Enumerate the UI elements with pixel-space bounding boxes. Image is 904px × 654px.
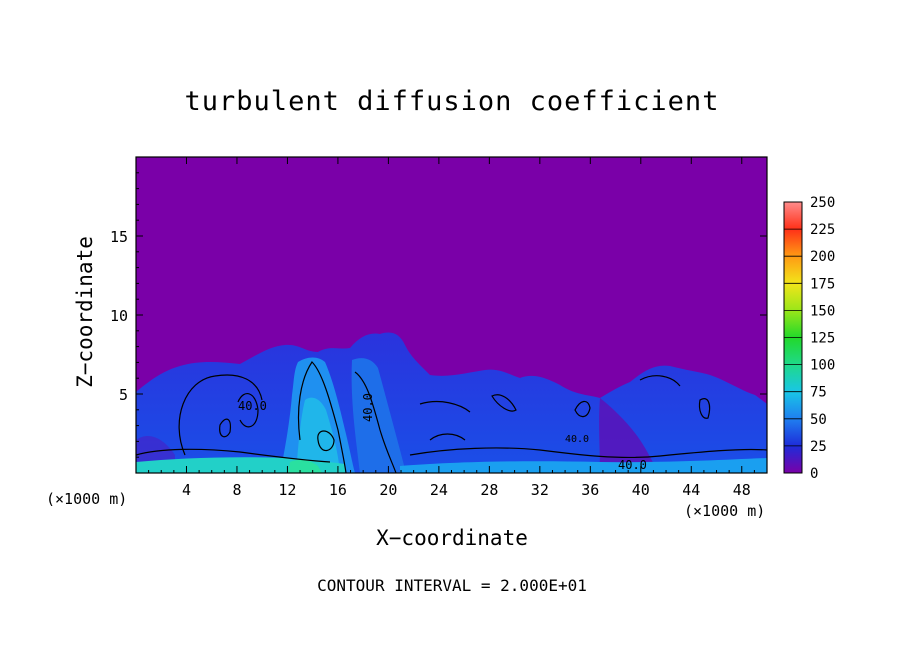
contour-line — [419, 400, 471, 413]
colorbar-tick-label: 0 — [810, 466, 818, 482]
contour-interval-note: CONTOUR INTERVAL = 2.000E+01 — [317, 576, 587, 595]
contour-lines — [136, 361, 767, 473]
colorbar-ticks: 0 25 50 75 100 125 150 175 200 225 250 — [784, 195, 835, 482]
x-axis-label: X−coordinate — [376, 526, 528, 550]
colorbar-tick-label: 75 — [810, 385, 827, 401]
y-axis-label: Z−coordinate — [73, 236, 97, 388]
x-tick-label: 20 — [379, 481, 397, 499]
x-axis: 4 8 12 16 20 24 28 32 36 40 44 48 — [148, 157, 755, 499]
x-tick-label: 28 — [480, 481, 498, 499]
contour-line — [178, 374, 263, 456]
contour-line — [429, 433, 466, 441]
x-tick-label: 24 — [430, 481, 448, 499]
x-tick-label: 40 — [632, 481, 650, 499]
colorbar-tick-label: 175 — [810, 276, 835, 292]
contour-label: 40.0 — [361, 393, 375, 422]
hot-spot — [288, 459, 322, 473]
x-unit-right: (×1000 m) — [684, 502, 766, 520]
colorbar-tick-label: 25 — [810, 439, 827, 455]
colorbar-tick-label: 100 — [810, 358, 835, 374]
colorbar-tick-label: 200 — [810, 249, 835, 265]
colorbar-tick-label: 225 — [810, 222, 835, 238]
x-tick-label: 32 — [531, 481, 549, 499]
colorbar: 0 25 50 75 100 125 150 175 200 225 250 — [783, 195, 835, 482]
mid-plume — [351, 358, 406, 473]
colorbar-tick-label: 150 — [810, 303, 835, 319]
y-tick-label: 5 — [119, 386, 128, 404]
surface-strip-right — [400, 458, 767, 473]
colorbar-tick-label: 250 — [810, 195, 835, 211]
contour-line — [237, 393, 259, 428]
contour-line — [491, 394, 517, 412]
x-unit-left: (×1000 m) — [46, 490, 128, 508]
colorbar-tick-label: 50 — [810, 412, 827, 428]
contour-line — [317, 430, 335, 452]
x-tick-label: 8 — [232, 481, 241, 499]
contour-line — [219, 418, 231, 438]
colorbar-tick-label: 125 — [810, 331, 835, 347]
contour-label: 40.0 — [565, 434, 589, 445]
purple-intrusion — [599, 398, 660, 473]
x-tick-label: 44 — [682, 481, 700, 499]
contour-line — [354, 371, 397, 473]
y-axis: 5 10 15 — [110, 172, 767, 458]
contour-labels: 40.0 40.0 40.0 40.0 — [238, 393, 647, 472]
x-tick-label: 4 — [182, 481, 191, 499]
x-tick-label: 12 — [278, 481, 296, 499]
y-tick-label: 10 — [110, 307, 128, 325]
y-axis-label-wrap: Z−coordinate — [60, 232, 110, 392]
contour-line — [639, 375, 681, 387]
chart-title: turbulent diffusion coefficient — [184, 86, 720, 117]
contour-label: 40.0 — [238, 399, 267, 413]
x-tick-label: 16 — [329, 481, 347, 499]
contour-line — [409, 447, 767, 459]
contour-line — [698, 398, 711, 419]
contour-line — [574, 400, 591, 418]
contour-line — [297, 361, 347, 473]
contour-line — [136, 448, 331, 463]
y-tick-label: 15 — [110, 228, 128, 246]
contour-label: 40.0 — [618, 458, 647, 472]
x-tick-label: 36 — [581, 481, 599, 499]
x-tick-label: 48 — [733, 481, 751, 499]
